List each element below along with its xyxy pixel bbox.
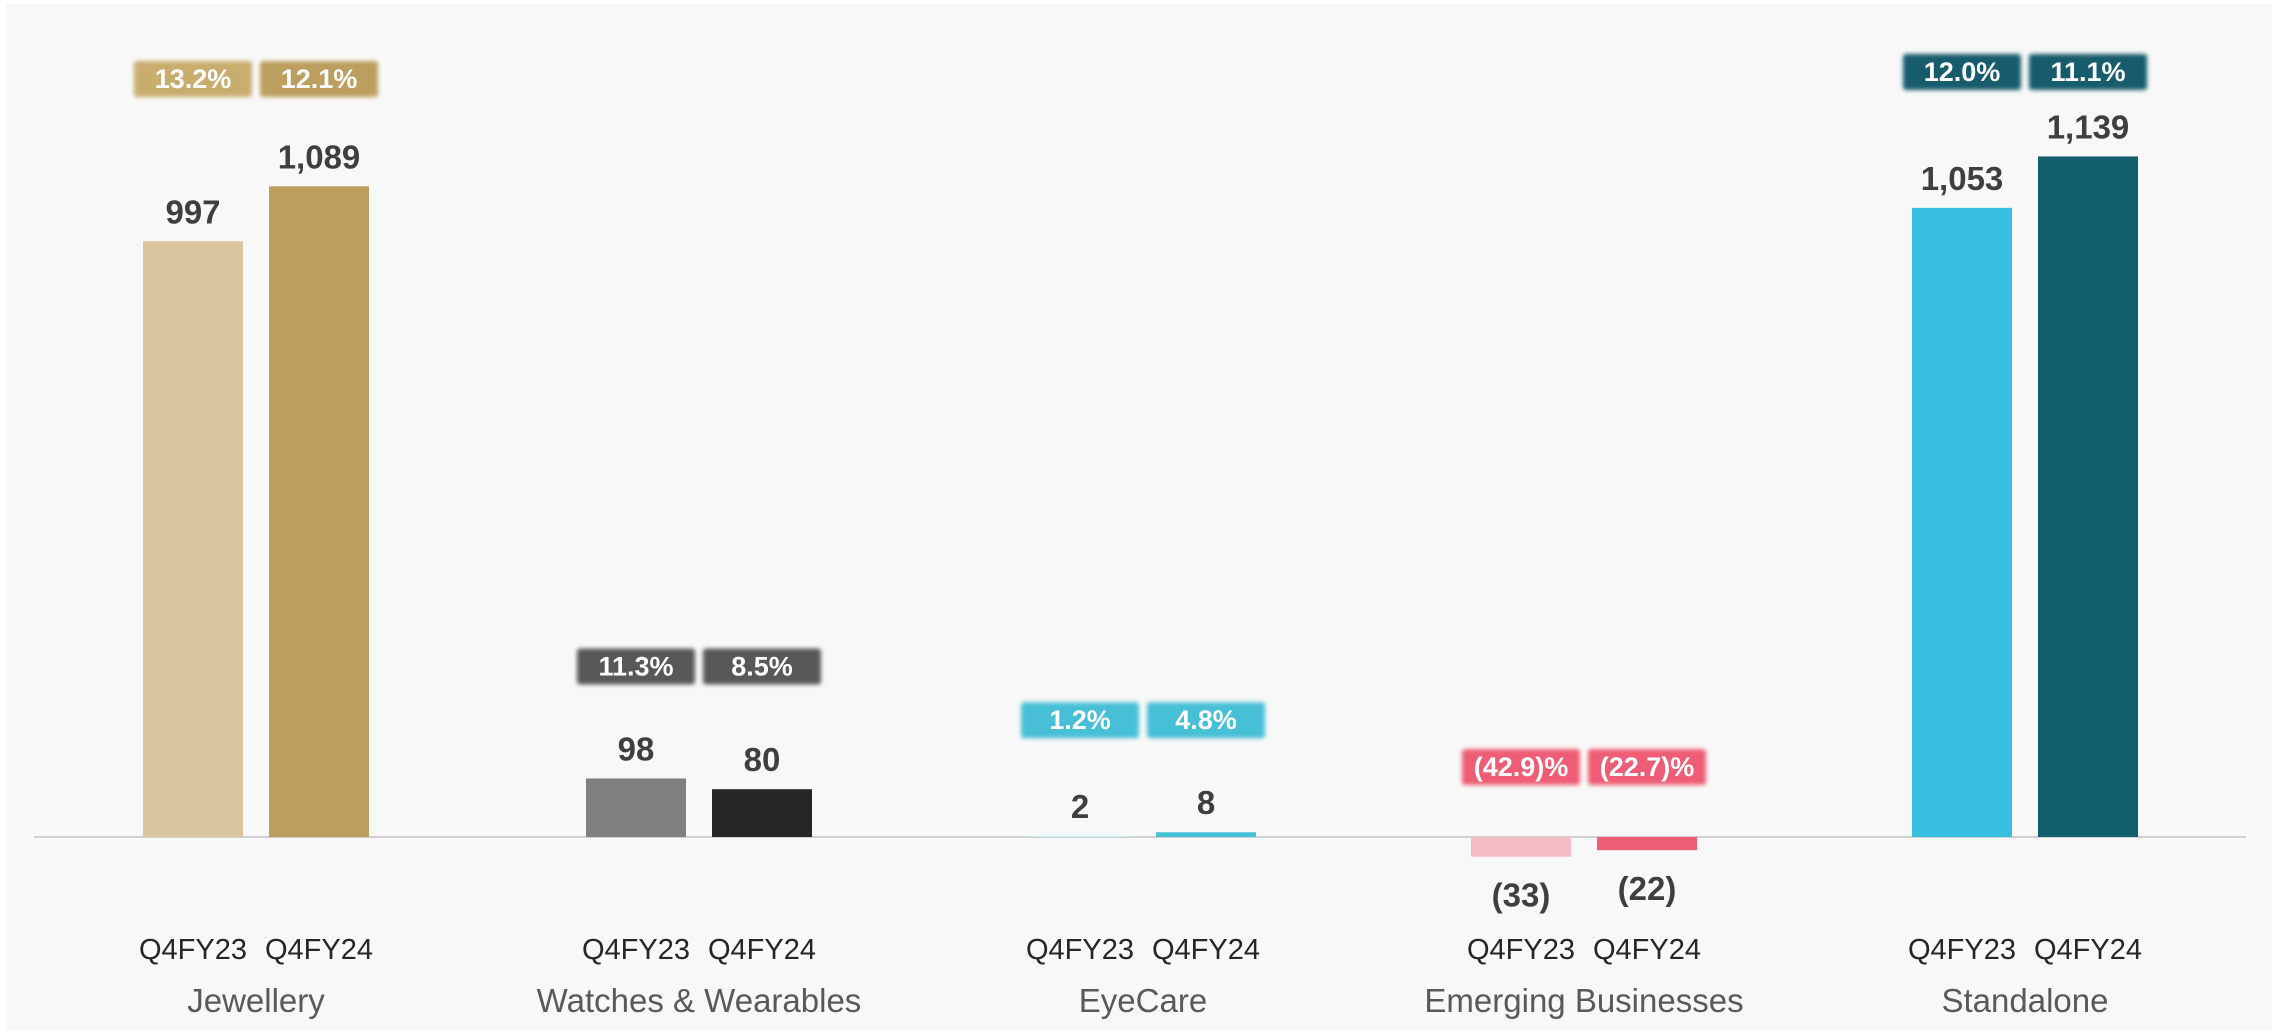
group-eyecare: 2 Q4FY23 8 Q4FY24 1.2% 4.8% EyeCare bbox=[1021, 702, 1265, 1019]
group-watches-wearables: 98 Q4FY23 80 Q4FY24 11.3% 8.5% Watches & Weara… bbox=[537, 648, 862, 1019]
margin-label-eyecare-q4fy23: 1.2% bbox=[1049, 705, 1111, 735]
margin-badge-eyecare-q4fy23 bbox=[1021, 702, 1139, 739]
bar-jewellery-q4fy24 bbox=[269, 186, 369, 837]
category-label-watches-wearables: Watches & Wearables bbox=[537, 982, 862, 1019]
value-label-watches-wearables-q4fy23: 98 bbox=[618, 730, 655, 767]
value-label-standalone-q4fy24: 1,139 bbox=[2047, 108, 2130, 145]
bar-standalone-q4fy24 bbox=[2038, 156, 2138, 837]
margin-badge-watches-wearables-q4fy23 bbox=[577, 648, 695, 685]
value-label-watches-wearables-q4fy24: 80 bbox=[744, 741, 781, 778]
margin-label-emerging-businesses-q4fy23: (42.9)% bbox=[1474, 752, 1569, 782]
value-label-jewellery-q4fy24: 1,089 bbox=[278, 138, 361, 175]
group-emerging-businesses: (33) Q4FY23 (22) Q4FY24 (42.9)% (22.7)% Emergi… bbox=[1424, 749, 1744, 1019]
margin-label-watches-wearables-q4fy24: 8.5% bbox=[731, 651, 793, 681]
margin-label-eyecare-q4fy24: 4.8% bbox=[1175, 705, 1237, 735]
tick-label-eyecare-q4fy23: Q4FY23 bbox=[1026, 934, 1134, 966]
margin-badge-emerging-businesses-q4fy23 bbox=[1462, 749, 1580, 785]
category-label-eyecare: EyeCare bbox=[1079, 982, 1207, 1019]
tick-label-watches-wearables-q4fy23: Q4FY23 bbox=[582, 934, 690, 966]
bar-eyecare-q4fy24 bbox=[1156, 832, 1256, 837]
margin-badge-jewellery-q4fy23 bbox=[134, 61, 252, 97]
tick-label-jewellery-q4fy23: Q4FY23 bbox=[139, 934, 247, 966]
margin-label-standalone-q4fy23: 12.0% bbox=[1924, 57, 2001, 87]
margin-badge-watches-wearables-q4fy24 bbox=[703, 648, 821, 685]
value-label-emerging-businesses-q4fy24: (22) bbox=[1618, 870, 1677, 907]
tick-label-emerging-businesses-q4fy23: Q4FY23 bbox=[1467, 934, 1575, 966]
chart-area: 997 Q4FY23 1,089 Q4FY24 13.2% 12.1% Jewellery 9… bbox=[6, 4, 2272, 1030]
bar-watches-wearables-q4fy23 bbox=[586, 778, 686, 837]
bar-jewellery-q4fy23 bbox=[143, 241, 243, 838]
value-label-eyecare-q4fy23: 2 bbox=[1071, 788, 1089, 825]
tick-label-standalone-q4fy24: Q4FY24 bbox=[2034, 934, 2142, 966]
value-label-emerging-businesses-q4fy23: (33) bbox=[1492, 877, 1551, 914]
group-jewellery: 997 Q4FY23 1,089 Q4FY24 13.2% 12.1% Jewellery bbox=[134, 61, 378, 1019]
category-label-standalone: Standalone bbox=[1942, 982, 2109, 1019]
bar-emerging-businesses-q4fy24 bbox=[1597, 837, 1697, 851]
tick-label-jewellery-q4fy24: Q4FY24 bbox=[265, 934, 373, 966]
margin-label-standalone-q4fy24: 11.1% bbox=[2050, 57, 2125, 87]
bar-emerging-businesses-q4fy23 bbox=[1471, 837, 1571, 857]
margin-badge-jewellery-q4fy24 bbox=[260, 61, 378, 97]
margin-badge-eyecare-q4fy24 bbox=[1147, 702, 1265, 739]
margin-label-jewellery-q4fy23: 13.2% bbox=[155, 64, 232, 94]
group-standalone: 1,053 Q4FY23 1,139 Q4FY24 12.0% 11.1% Standalo… bbox=[1903, 54, 2147, 1019]
tick-label-watches-wearables-q4fy24: Q4FY24 bbox=[708, 934, 816, 966]
category-label-jewellery: Jewellery bbox=[187, 982, 325, 1019]
value-label-jewellery-q4fy23: 997 bbox=[165, 193, 220, 230]
value-label-eyecare-q4fy24: 8 bbox=[1197, 784, 1215, 821]
tick-label-eyecare-q4fy24: Q4FY24 bbox=[1152, 934, 1260, 966]
margin-badge-emerging-businesses-q4fy24 bbox=[1588, 749, 1706, 785]
margin-label-emerging-businesses-q4fy24: (22.7)% bbox=[1600, 752, 1695, 782]
category-label-emerging-businesses: Emerging Businesses bbox=[1424, 982, 1743, 1019]
tick-label-emerging-businesses-q4fy24: Q4FY24 bbox=[1593, 934, 1701, 966]
margin-badge-standalone-q4fy24 bbox=[2029, 54, 2147, 90]
margin-label-jewellery-q4fy24: 12.1% bbox=[281, 64, 358, 94]
bar-watches-wearables-q4fy24 bbox=[712, 789, 812, 837]
bar-eyecare-q4fy23 bbox=[1030, 835, 1130, 837]
value-label-standalone-q4fy23: 1,053 bbox=[1921, 160, 2004, 197]
bar-standalone-q4fy23 bbox=[1912, 207, 2012, 837]
margin-label-watches-wearables-q4fy23: 11.3% bbox=[598, 651, 673, 681]
margin-badge-standalone-q4fy23 bbox=[1903, 54, 2021, 90]
tick-label-standalone-q4fy23: Q4FY23 bbox=[1908, 934, 2016, 966]
